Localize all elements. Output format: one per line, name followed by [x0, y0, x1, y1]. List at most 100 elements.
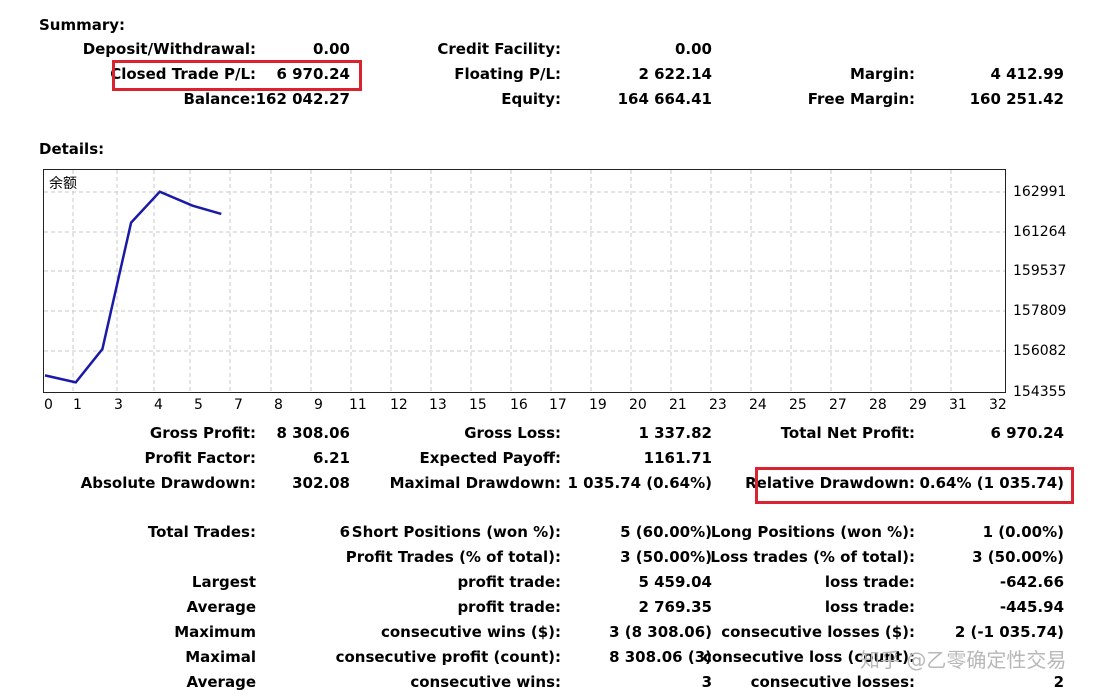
details-value: 6 [339, 523, 350, 541]
summary-label: Equity: [501, 90, 561, 108]
details-value: 0.64% (1 035.74) [919, 474, 1064, 492]
x-tick-label: 19 [589, 397, 607, 413]
details-value: 1 (0.00%) [982, 523, 1064, 541]
details-label: consecutive profit (count): [335, 648, 561, 666]
details-value: -445.94 [999, 598, 1064, 616]
x-tick-label: 7 [234, 397, 243, 413]
summary-value: 4 412.99 [990, 65, 1064, 83]
summary-label: Margin: [849, 65, 915, 83]
details-value: 6.21 [312, 449, 350, 467]
details-value: 2 (-1 035.74) [954, 623, 1064, 641]
summary-label: Closed Trade P/L: [110, 65, 256, 83]
details-label: consecutive losses ($): [721, 623, 915, 641]
x-tick-label: 17 [549, 397, 567, 413]
details-label: Maximum [174, 623, 256, 641]
summary-value: 0.00 [312, 40, 350, 58]
x-tick-label: 4 [154, 397, 163, 413]
x-tick-label: 25 [789, 397, 807, 413]
y-tick-label: 156082 [1013, 343, 1067, 359]
summary-label: Balance: [183, 90, 256, 108]
details-value: 2 [1053, 673, 1064, 691]
details-value: 3 (8 308.06) [609, 623, 712, 641]
summary-label: Deposit/Withdrawal: [82, 40, 256, 58]
x-tick-label: 5 [194, 397, 203, 413]
details-label: consecutive wins: [410, 673, 561, 691]
details-label: profit trade: [457, 598, 561, 616]
details-label: Total Trades: [147, 523, 256, 541]
summary-value: 160 251.42 [969, 90, 1064, 108]
y-tick-label: 154355 [1013, 384, 1067, 400]
x-tick-label: 21 [669, 397, 687, 413]
details-value: 8 308.06 (3) [609, 648, 712, 666]
x-tick-label: 32 [989, 397, 1007, 413]
details-value: 1 337.82 [638, 424, 712, 442]
details-value: 302.08 [292, 474, 350, 492]
chart-plot [44, 170, 1005, 392]
details-label: Long Positions (won %): [710, 523, 915, 541]
x-tick-label: 16 [510, 397, 528, 413]
y-tick-label: 157809 [1013, 303, 1067, 319]
details-label: Maximal Drawdown: [389, 474, 561, 492]
y-tick-label: 161264 [1013, 224, 1067, 240]
x-tick-label: 12 [390, 397, 408, 413]
relative-drawdown-highlight [755, 467, 1074, 504]
watermark: 知乎 @乙零确定性交易 [860, 648, 1067, 672]
details-value: 6 970.24 [990, 424, 1064, 442]
details-label: Profit Trades (% of total): [345, 548, 561, 566]
summary-value: 162 042.27 [255, 90, 350, 108]
chart-title: 余额 [49, 176, 77, 192]
x-tick-label: 23 [709, 397, 727, 413]
details-value: -642.66 [999, 573, 1064, 591]
x-tick-label: 27 [829, 397, 847, 413]
x-tick-label: 0 [44, 397, 53, 413]
details-label: consecutive losses: [750, 673, 915, 691]
details-label: Average [186, 673, 256, 691]
x-tick-label: 13 [429, 397, 447, 413]
details-label: Loss trades (% of total): [710, 548, 915, 566]
summary-value: 0.00 [674, 40, 712, 58]
details-value: 1161.71 [643, 449, 712, 467]
summary-label: Floating P/L: [454, 65, 561, 83]
details-label: Largest [191, 573, 256, 591]
summary-title: Summary: [39, 16, 126, 34]
details-value: 5 459.04 [638, 573, 712, 591]
details-value: 3 [701, 673, 712, 691]
x-tick-label: 20 [629, 397, 647, 413]
details-label: Expected Payoff: [419, 449, 561, 467]
details-label: Maximal [185, 648, 256, 666]
details-title: Details: [39, 140, 105, 158]
details-label: loss trade: [824, 573, 915, 591]
details-label: Gross Loss: [464, 424, 561, 442]
details-label: Relative Drawdown: [745, 474, 915, 492]
details-label: Absolute Drawdown: [80, 474, 256, 492]
summary-value: 6 970.24 [276, 65, 350, 83]
x-tick-label: 11 [349, 397, 367, 413]
details-label: consecutive loss (count): [703, 648, 915, 666]
x-tick-label: 3 [114, 397, 123, 413]
x-tick-label: 31 [949, 397, 967, 413]
y-tick-label: 162991 [1013, 184, 1067, 200]
y-tick-label: 159537 [1013, 263, 1067, 279]
x-tick-label: 15 [469, 397, 487, 413]
summary-label: Credit Facility: [437, 40, 561, 58]
details-label: Gross Profit: [149, 424, 256, 442]
details-label: Short Positions (won %): [351, 523, 561, 541]
details-value: 2 769.35 [638, 598, 712, 616]
details-value: 5 (60.00%) [620, 523, 712, 541]
details-label: Average [186, 598, 256, 616]
details-label: Profit Factor: [144, 449, 256, 467]
details-label: loss trade: [824, 598, 915, 616]
x-tick-label: 8 [274, 397, 283, 413]
details-value: 3 (50.00%) [620, 548, 712, 566]
details-label: consecutive wins ($): [380, 623, 561, 641]
x-tick-label: 28 [869, 397, 887, 413]
summary-value: 164 664.41 [617, 90, 712, 108]
details-value: 3 (50.00%) [972, 548, 1064, 566]
closed-trade-highlight [112, 60, 362, 91]
details-label: profit trade: [457, 573, 561, 591]
balance-chart: 余额 [43, 169, 1006, 393]
details-value: 8 308.06 [276, 424, 350, 442]
summary-label: Free Margin: [807, 90, 915, 108]
details-value: 1 035.74 (0.64%) [567, 474, 712, 492]
x-tick-label: 1 [73, 397, 82, 413]
